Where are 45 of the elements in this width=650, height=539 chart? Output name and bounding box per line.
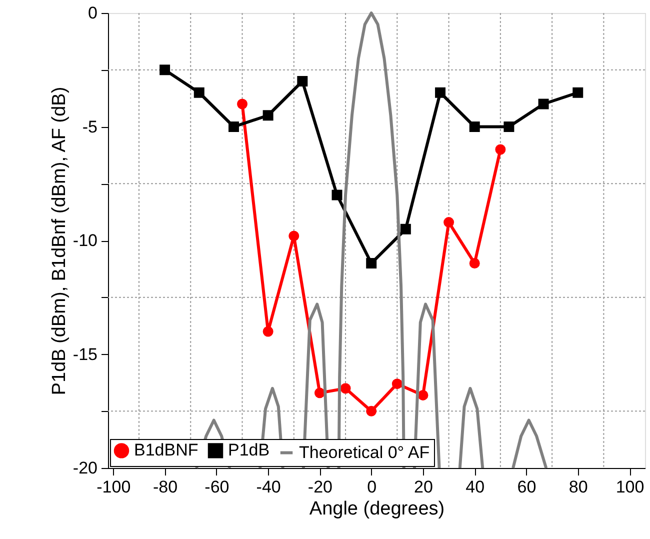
x-tick-label: -40 bbox=[256, 478, 281, 496]
point bbox=[340, 383, 351, 394]
point bbox=[366, 258, 377, 268]
x-tick-label: -20 bbox=[308, 478, 332, 496]
x-tick-label: -60 bbox=[204, 478, 230, 496]
point bbox=[262, 326, 274, 337]
x-axis-title: Angle (degrees) bbox=[309, 498, 445, 520]
legend-label: B1dBNF bbox=[134, 440, 198, 460]
x-tick-label: 80 bbox=[568, 478, 588, 496]
y-axis-title: P1dB (dBm), B1dBnf (dBm), AF (dB) bbox=[48, 86, 70, 396]
x-tick-label: 0 bbox=[367, 478, 377, 496]
y-tick-label: 0 bbox=[88, 4, 98, 22]
point bbox=[194, 87, 204, 98]
point bbox=[572, 87, 584, 98]
y-tick-label: -10 bbox=[72, 231, 98, 250]
x-tick-label: -100 bbox=[96, 478, 131, 496]
legend-label: P1dB bbox=[228, 440, 270, 460]
point bbox=[495, 144, 506, 155]
y-tick-label: -5 bbox=[82, 117, 98, 136]
legend-label: Theoretical 0° AF bbox=[299, 442, 430, 462]
point bbox=[237, 98, 248, 110]
point bbox=[469, 122, 480, 132]
point bbox=[538, 98, 549, 110]
point bbox=[262, 110, 274, 121]
point bbox=[288, 230, 300, 242]
x-tick-label: -80 bbox=[153, 478, 178, 496]
x-tick-label: 40 bbox=[466, 478, 485, 496]
point bbox=[160, 64, 170, 76]
y-tick-label: -20 bbox=[72, 458, 98, 478]
point bbox=[314, 388, 325, 398]
x-tick-label: 60 bbox=[517, 478, 536, 496]
point bbox=[332, 190, 342, 200]
point bbox=[392, 378, 402, 390]
point bbox=[400, 224, 411, 234]
point bbox=[444, 217, 454, 228]
point bbox=[435, 87, 446, 98]
point bbox=[418, 390, 428, 400]
x-tick-label: 20 bbox=[414, 478, 433, 496]
point bbox=[366, 406, 377, 416]
x-tick-label: 100 bbox=[616, 478, 644, 496]
point bbox=[228, 122, 239, 132]
point bbox=[469, 258, 480, 268]
point bbox=[297, 76, 308, 86]
point bbox=[504, 122, 514, 132]
y-tick-label: -15 bbox=[72, 344, 98, 364]
